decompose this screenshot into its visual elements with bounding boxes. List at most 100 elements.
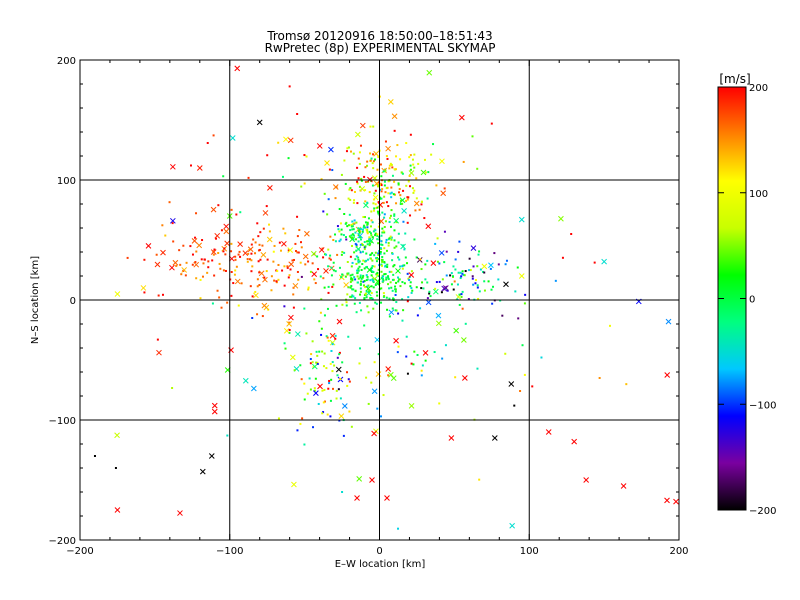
- data-point: [340, 253, 343, 256]
- data-point: [357, 256, 360, 259]
- data-point: [349, 187, 352, 190]
- data-point: [490, 288, 493, 291]
- data-point: [371, 259, 374, 262]
- data-point: [387, 275, 390, 278]
- data-point: [362, 216, 365, 219]
- data-point: [472, 283, 475, 286]
- data-point: [383, 213, 386, 216]
- data-point: [461, 307, 464, 310]
- data-point: [476, 167, 479, 170]
- data-point: [256, 313, 259, 316]
- data-point: [341, 303, 344, 306]
- data-point: [283, 305, 286, 308]
- data-point: [300, 241, 303, 244]
- data-point: [369, 125, 372, 128]
- data-point: [350, 150, 353, 153]
- data-point-cross: [390, 375, 397, 382]
- data-point: [300, 246, 303, 249]
- data-point-cross: [425, 223, 432, 230]
- data-point: [438, 262, 441, 265]
- data-point: [390, 209, 393, 212]
- data-point: [357, 227, 360, 230]
- data-point: [413, 153, 416, 156]
- data-point: [321, 389, 324, 392]
- data-point-cross: [196, 242, 203, 249]
- data-point: [369, 152, 372, 155]
- data-point: [394, 285, 397, 288]
- data-point-cross: [191, 238, 198, 244]
- data-point: [350, 277, 353, 280]
- data-point: [519, 390, 522, 393]
- data-point: [346, 371, 349, 374]
- data-point-cross: [234, 278, 241, 285]
- data-point: [316, 255, 319, 258]
- data-point: [281, 175, 284, 178]
- data-point: [258, 284, 261, 287]
- data-point: [345, 150, 348, 153]
- data-point: [380, 243, 383, 246]
- data-point: [301, 417, 304, 420]
- data-point-cross: [448, 435, 455, 441]
- data-point: [399, 203, 402, 206]
- data-point: [411, 187, 414, 190]
- data-point: [461, 270, 464, 273]
- data-point: [521, 344, 524, 347]
- x-tick-label: 200: [669, 546, 688, 557]
- data-point: [338, 353, 341, 356]
- data-point: [361, 243, 364, 246]
- data-point: [380, 240, 383, 243]
- data-point: [420, 374, 423, 377]
- data-point: [432, 143, 435, 146]
- data-point-cross: [664, 372, 671, 378]
- data-point: [224, 253, 227, 256]
- data-point-cross: [508, 381, 515, 387]
- data-point: [288, 274, 291, 277]
- data-point: [426, 297, 429, 300]
- data-point-cross: [491, 435, 498, 441]
- data-point: [392, 265, 395, 268]
- data-point: [266, 154, 269, 157]
- data-point: [303, 182, 306, 185]
- data-point: [340, 228, 343, 231]
- data-point: [380, 287, 383, 290]
- data-point: [346, 293, 349, 296]
- data-point: [300, 185, 303, 188]
- data-point: [220, 229, 223, 232]
- data-point: [327, 285, 330, 288]
- data-point: [360, 309, 363, 312]
- data-point: [351, 294, 354, 297]
- data-point: [368, 238, 371, 241]
- data-point: [235, 213, 238, 216]
- data-point: [363, 241, 366, 244]
- colorbar-tick-label: −200: [749, 506, 776, 517]
- data-point-cross: [242, 377, 249, 384]
- data-point: [407, 296, 410, 299]
- data-point: [298, 229, 301, 232]
- data-point: [346, 384, 349, 387]
- data-point: [343, 251, 346, 254]
- data-point: [388, 167, 391, 170]
- data-point: [171, 387, 174, 390]
- data-point: [441, 278, 444, 281]
- data-point: [319, 311, 322, 314]
- data-point: [561, 256, 564, 259]
- data-point: [360, 280, 363, 283]
- data-point: [363, 216, 366, 219]
- data-point: [383, 231, 386, 234]
- data-point: [393, 168, 396, 171]
- data-point: [329, 415, 332, 418]
- data-point: [256, 278, 259, 281]
- data-point: [354, 231, 357, 234]
- data-point: [352, 295, 355, 298]
- data-point-cross: [355, 226, 362, 233]
- data-point-cross: [395, 268, 401, 274]
- data-point: [423, 217, 426, 220]
- data-point: [379, 197, 382, 200]
- data-point-cross: [461, 337, 467, 343]
- data-point: [257, 260, 260, 263]
- data-point: [363, 175, 366, 178]
- data-point: [296, 113, 299, 115]
- data-point: [311, 361, 314, 364]
- data-point-cross: [267, 185, 273, 191]
- data-point: [350, 295, 353, 298]
